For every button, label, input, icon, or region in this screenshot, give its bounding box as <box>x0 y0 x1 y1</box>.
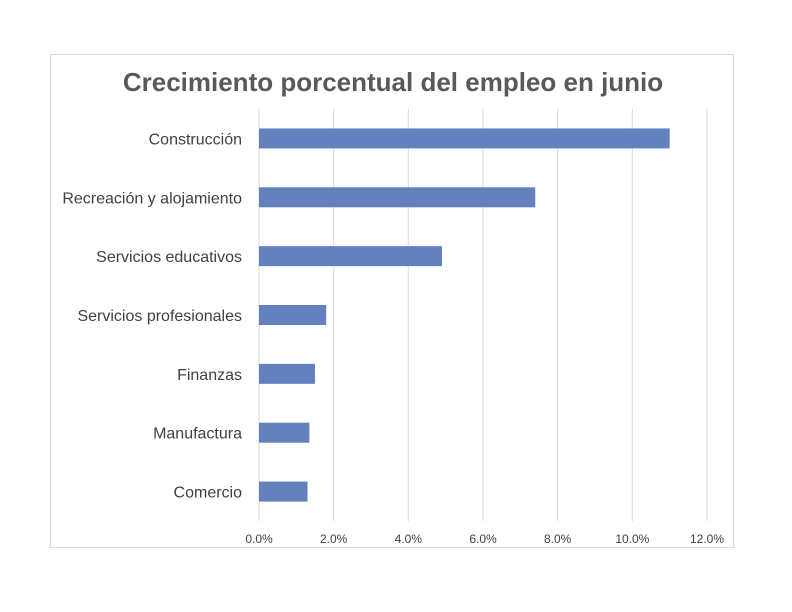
category-label: Servicios profesionales <box>77 308 242 325</box>
category-label: Finanzas <box>177 367 242 384</box>
chart-svg: Crecimiento porcentual del empleo en jun… <box>62 67 724 546</box>
category-label: Recreación y alojamiento <box>62 190 242 207</box>
x-tick-label: 4.0% <box>395 532 423 546</box>
chart-title: Crecimiento porcentual del empleo en jun… <box>123 67 663 97</box>
bar <box>259 305 327 325</box>
x-tick-label: 6.0% <box>469 532 497 546</box>
x-tick-label: 2.0% <box>320 532 348 546</box>
category-label: Construcción <box>149 131 242 148</box>
bar <box>259 363 315 384</box>
x-tick-label: 12.0% <box>690 532 724 546</box>
category-label: Servicios educativos <box>96 249 242 266</box>
bar <box>259 128 670 149</box>
bar <box>259 187 536 208</box>
category-label: Comercio <box>174 485 243 502</box>
chart-area: Crecimiento porcentual del empleo en jun… <box>50 54 734 548</box>
bar <box>259 422 310 443</box>
bar <box>259 481 308 502</box>
x-tick-label: 10.0% <box>615 532 649 546</box>
category-label: Manufactura <box>153 426 242 443</box>
x-tick-label: 8.0% <box>544 532 572 546</box>
bar <box>259 246 442 267</box>
x-tick-label: 0.0% <box>245 532 273 546</box>
